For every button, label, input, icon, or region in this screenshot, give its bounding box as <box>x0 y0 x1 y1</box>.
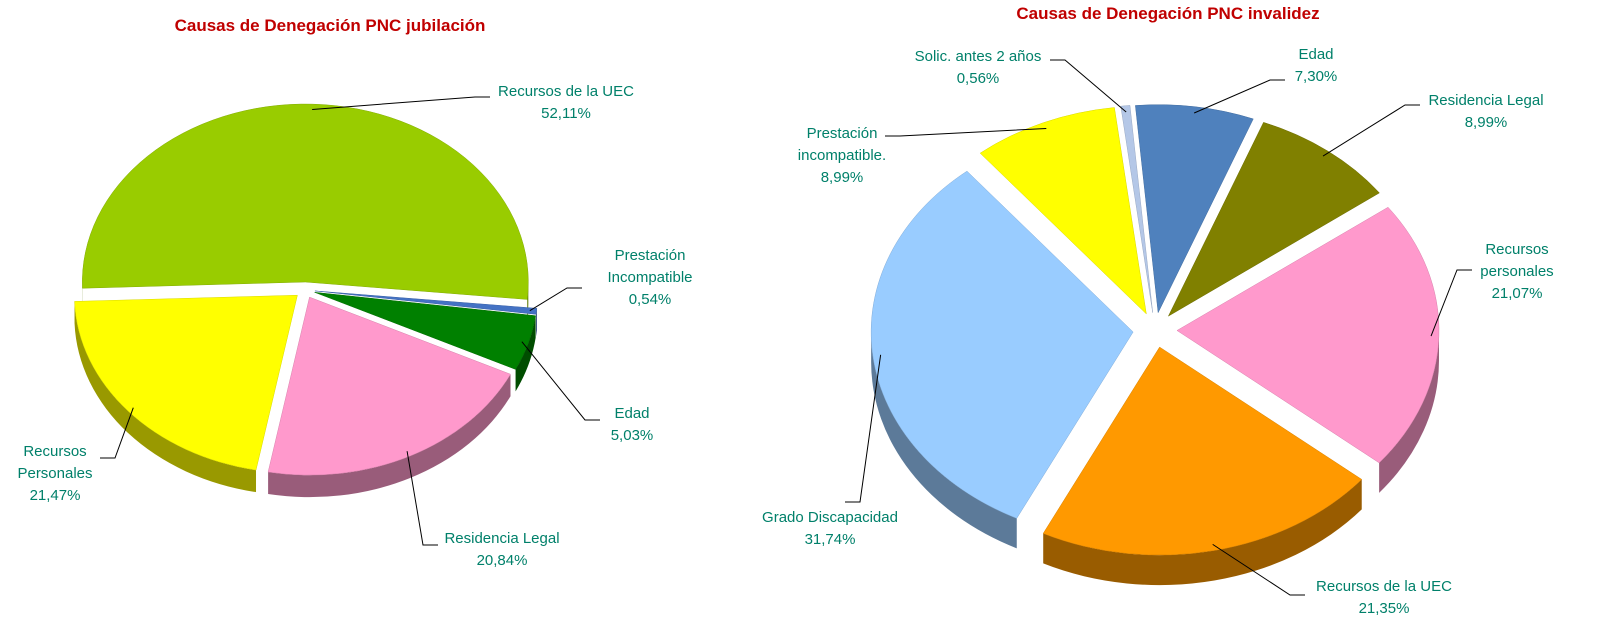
pie-slice <box>1167 122 1380 317</box>
leader-line <box>1430 269 1472 337</box>
leader-lines <box>100 59 1472 596</box>
leader-line <box>406 451 438 546</box>
slice-label: Residencia Legal 20,84% <box>432 528 572 572</box>
slice-value: 0,56% <box>956 70 1000 87</box>
slice-name: Grado Discapacidad <box>762 509 898 526</box>
slice-side <box>1043 479 1362 586</box>
chart-title: Causas de Denegación PNC jubilación <box>174 16 486 35</box>
slice-side <box>1379 330 1439 493</box>
pie-slice <box>1135 104 1254 314</box>
pie-slice <box>314 292 536 370</box>
leader-line <box>100 407 134 459</box>
pie-slice <box>267 296 511 476</box>
slice-value: 5,03% <box>610 427 654 444</box>
slice-value: 21,07% <box>1491 285 1543 302</box>
pie-slice <box>1120 105 1153 313</box>
slice-label: Prestación Incompatible 0,54% <box>595 245 705 311</box>
slice-value: 7,30% <box>1294 68 1338 85</box>
slice-name: Prestación Incompatible <box>607 247 693 286</box>
leader-line <box>312 96 490 110</box>
pie-tops <box>74 103 1440 556</box>
leader-line <box>1050 59 1127 113</box>
pie-slice <box>82 103 529 300</box>
slice-name: Recursos de la UEC <box>1316 578 1452 595</box>
slice-label: Recursos de la UEC 52,11% <box>486 81 646 125</box>
slice-label: Solic. antes 2 años 0,56% <box>898 46 1058 90</box>
pie-sides <box>74 282 1439 586</box>
leader-line <box>1193 79 1285 114</box>
slice-label: Recursos Personales 21,47% <box>10 441 100 507</box>
pie-slice <box>314 290 538 315</box>
slice-value: 0,54% <box>628 291 672 308</box>
slice-side <box>871 331 1017 549</box>
slice-label: Grado Discapacidad 31,74% <box>750 507 910 551</box>
pie-slice <box>74 294 298 471</box>
slice-value: 20,84% <box>476 552 528 569</box>
slice-name: Recursos Personales <box>17 443 93 482</box>
slice-name: Edad <box>1298 46 1334 63</box>
leader-line <box>1322 104 1420 157</box>
slice-side <box>74 301 257 493</box>
leader-line <box>845 354 882 503</box>
slice-label: Residencia Legal 8,99% <box>1416 90 1556 134</box>
slice-value: 21,35% <box>1358 600 1410 617</box>
slice-value: 31,74% <box>804 531 856 548</box>
slice-name: Residencia Legal <box>1428 92 1544 109</box>
leader-line <box>529 287 582 312</box>
slice-value: 8,99% <box>820 169 864 186</box>
slice-label: Edad 7,30% <box>1276 44 1356 88</box>
slice-label: Recursos de la UEC 21,35% <box>1304 576 1464 620</box>
pie-slice <box>870 170 1134 519</box>
leader-line <box>521 341 600 421</box>
slice-value: 52,11% <box>541 105 591 122</box>
slice-label: Recursos personales 21,07% <box>1472 239 1562 305</box>
slice-name: Recursos de la UEC <box>498 83 634 100</box>
slice-side <box>535 308 537 337</box>
slice-side <box>515 315 536 392</box>
pie-slice <box>1042 346 1363 556</box>
slice-name: Edad <box>614 405 650 422</box>
slice-value: 8,99% <box>1464 114 1508 131</box>
slice-label: Edad 5,03% <box>592 403 672 447</box>
slice-label: Prestación incompatible. 8,99% <box>782 123 902 189</box>
slice-name: Recursos personales <box>1480 241 1554 280</box>
leader-line <box>1212 543 1305 596</box>
slice-name: Prestación incompatible. <box>797 125 887 164</box>
slice-value: 21,47% <box>29 487 81 504</box>
chart-title: Causas de Denegación PNC invalidez <box>1016 4 1320 23</box>
slice-name: Residencia Legal <box>444 530 560 547</box>
leader-line <box>885 127 1047 137</box>
pie-slice <box>979 107 1147 315</box>
pie-slice <box>1176 206 1440 464</box>
slice-side <box>268 374 511 498</box>
slice-name: Solic. antes 2 años <box>914 48 1042 65</box>
